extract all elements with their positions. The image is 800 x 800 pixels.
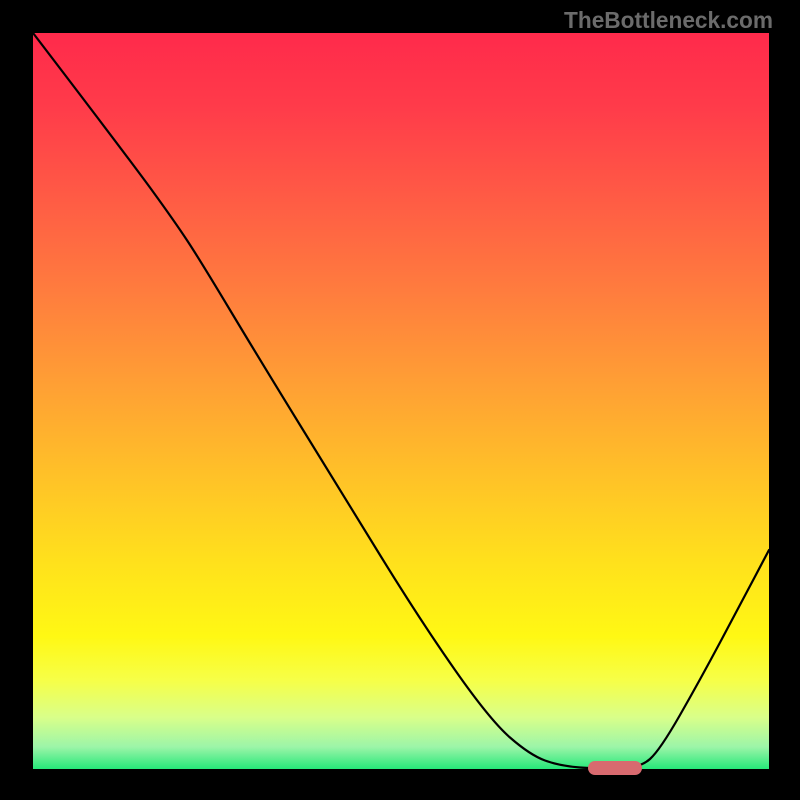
plot-area [33,33,769,769]
watermark-text: TheBottleneck.com [564,7,773,34]
bottleneck-chart: TheBottleneck.com [0,0,800,800]
optimal-range-marker [588,761,642,775]
heatmap-gradient-background [33,33,769,769]
